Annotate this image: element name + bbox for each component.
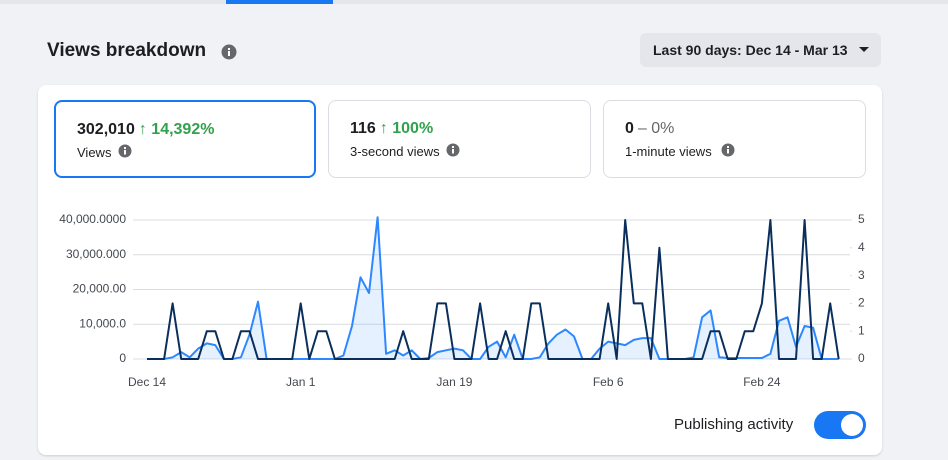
info-icon[interactable] (721, 143, 735, 157)
toggle-label: Publishing activity (674, 416, 794, 433)
metric-card[interactable]: 0– 0% 1-minute views (603, 100, 866, 178)
metric-change: – 0% (637, 120, 675, 137)
caret (859, 47, 869, 52)
info-icon[interactable] (118, 144, 132, 158)
section-title: Views breakdown (47, 40, 207, 61)
metric-card[interactable]: 116 ↑ 100% 3-second views (328, 100, 591, 178)
y2-tick-label: 0 (858, 351, 865, 365)
y-tick-label: 0 (119, 351, 126, 365)
info-icon[interactable] (446, 143, 460, 157)
metric-label: 3-second views (350, 144, 440, 159)
y2-tick-label: 3 (858, 268, 865, 282)
x-tick-label: Jan 19 (436, 375, 472, 389)
y2-tick-label: 4 (858, 240, 865, 254)
toggle-knob (841, 414, 863, 436)
y2-tick-label: 2 (858, 296, 865, 310)
toggle-switch[interactable] (814, 411, 866, 439)
metric-value: 302,010 (77, 121, 135, 138)
x-tick-label: Feb 24 (743, 375, 781, 389)
metric-label: 1-minute views (625, 144, 712, 159)
metric-card[interactable]: 302,010 ↑ 14,392% Views (54, 100, 316, 178)
x-tick-label: Jan 1 (286, 375, 316, 389)
date-range-dropdown[interactable]: Last 90 days: Dec 14 - Mar 13 (640, 33, 881, 67)
active-tab-indicator (226, 0, 333, 4)
y-tick-label: 40,000.0000 (59, 212, 126, 226)
y2-tick-label: 1 (858, 323, 865, 337)
x-tick-label: Dec 14 (128, 375, 166, 389)
y-tick-label: 30,000.000 (66, 247, 126, 261)
top-bar (0, 0, 948, 4)
metric-value: 0 (625, 120, 634, 137)
metric-change: ↑ 14,392% (138, 121, 215, 138)
y-tick-label: 20,000.00 (73, 282, 127, 296)
y-tick-label: 10,000.0 (79, 316, 126, 330)
line (147, 216, 839, 360)
date-range-text: Last 90 days: Dec 14 - Mar 13 (653, 42, 848, 58)
x-tick-label: Feb 6 (593, 375, 624, 389)
metric-value: 116 (350, 120, 376, 137)
info-icon[interactable] (221, 44, 237, 60)
y2-tick-label: 5 (858, 212, 865, 226)
metric-label: Views (77, 145, 112, 160)
line (147, 219, 840, 360)
metric-change: ↑ 100% (379, 120, 434, 137)
